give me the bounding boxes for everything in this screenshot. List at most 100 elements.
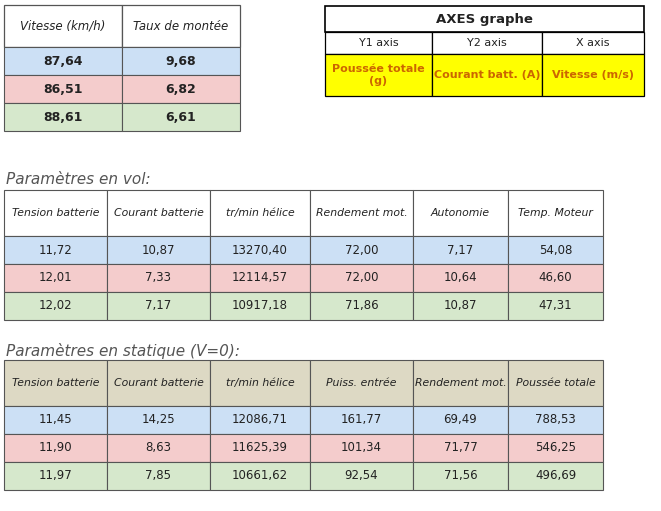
Bar bbox=[107, 434, 210, 462]
Bar bbox=[325, 54, 432, 96]
Bar bbox=[432, 32, 542, 54]
Bar bbox=[122, 47, 240, 75]
Text: Puiss. entrée: Puiss. entrée bbox=[327, 378, 397, 388]
Text: Courant batterie: Courant batterie bbox=[114, 378, 204, 388]
Text: 69,49: 69,49 bbox=[444, 413, 477, 427]
Text: 7,17: 7,17 bbox=[145, 299, 172, 313]
Text: 72,00: 72,00 bbox=[345, 244, 378, 257]
Text: 54,08: 54,08 bbox=[539, 244, 572, 257]
Bar bbox=[310, 292, 413, 320]
Bar bbox=[4, 190, 107, 236]
Text: Vitesse (km/h): Vitesse (km/h) bbox=[20, 19, 106, 33]
Text: 46,60: 46,60 bbox=[539, 271, 572, 285]
Bar bbox=[413, 292, 508, 320]
Text: 11,45: 11,45 bbox=[39, 413, 72, 427]
Bar bbox=[107, 406, 210, 434]
Text: 10661,62: 10661,62 bbox=[232, 470, 288, 482]
Text: 88,61: 88,61 bbox=[44, 110, 83, 124]
Bar bbox=[413, 406, 508, 434]
Text: Poussée totale
(g): Poussée totale (g) bbox=[332, 64, 425, 86]
Bar bbox=[413, 434, 508, 462]
Text: 6,61: 6,61 bbox=[166, 110, 196, 124]
Text: 9,68: 9,68 bbox=[166, 55, 196, 67]
Bar bbox=[210, 292, 310, 320]
Text: Rendement mot.: Rendement mot. bbox=[414, 378, 506, 388]
Bar bbox=[4, 264, 107, 292]
Text: 12086,71: 12086,71 bbox=[232, 413, 288, 427]
Bar bbox=[413, 236, 508, 264]
Text: tr/min hélice: tr/min hélice bbox=[225, 378, 294, 388]
Bar bbox=[4, 462, 107, 490]
Bar bbox=[4, 5, 122, 47]
Text: 101,34: 101,34 bbox=[341, 442, 382, 454]
Text: Rendement mot.: Rendement mot. bbox=[315, 208, 407, 218]
Text: X axis: X axis bbox=[576, 38, 609, 48]
Text: Vitesse (m/s): Vitesse (m/s) bbox=[552, 70, 634, 80]
Bar bbox=[413, 190, 508, 236]
Bar bbox=[310, 190, 413, 236]
Text: 6,82: 6,82 bbox=[166, 82, 196, 96]
Text: 11,97: 11,97 bbox=[38, 470, 72, 482]
Bar bbox=[4, 236, 107, 264]
Text: 788,53: 788,53 bbox=[535, 413, 576, 427]
Text: Temp. Moteur: Temp. Moteur bbox=[518, 208, 593, 218]
Bar bbox=[413, 360, 508, 406]
Text: Tension batterie: Tension batterie bbox=[12, 378, 99, 388]
Bar bbox=[508, 190, 603, 236]
Text: 12114,57: 12114,57 bbox=[232, 271, 288, 285]
Text: 86,51: 86,51 bbox=[43, 82, 83, 96]
Bar bbox=[542, 32, 644, 54]
Bar bbox=[107, 236, 210, 264]
Text: 10917,18: 10917,18 bbox=[232, 299, 288, 313]
Bar bbox=[4, 360, 107, 406]
Bar bbox=[4, 103, 122, 131]
Bar bbox=[432, 54, 542, 96]
Bar bbox=[210, 360, 310, 406]
Bar bbox=[508, 434, 603, 462]
Text: 11625,39: 11625,39 bbox=[232, 442, 288, 454]
Text: 12,01: 12,01 bbox=[39, 271, 72, 285]
Bar bbox=[122, 103, 240, 131]
Text: Y2 axis: Y2 axis bbox=[467, 38, 507, 48]
Bar bbox=[413, 264, 508, 292]
Text: 11,90: 11,90 bbox=[39, 442, 72, 454]
Text: Paramètres en vol:: Paramètres en vol: bbox=[6, 172, 151, 187]
Bar bbox=[4, 292, 107, 320]
Bar bbox=[210, 190, 310, 236]
Text: 11,72: 11,72 bbox=[38, 244, 72, 257]
Bar bbox=[508, 292, 603, 320]
Bar bbox=[210, 406, 310, 434]
Bar bbox=[210, 434, 310, 462]
Text: 14,25: 14,25 bbox=[141, 413, 175, 427]
Text: 8,63: 8,63 bbox=[145, 442, 171, 454]
Text: 47,31: 47,31 bbox=[539, 299, 572, 313]
Bar bbox=[122, 5, 240, 47]
Text: 546,25: 546,25 bbox=[535, 442, 576, 454]
Text: Courant batterie: Courant batterie bbox=[114, 208, 204, 218]
Text: Y1 axis: Y1 axis bbox=[359, 38, 399, 48]
Text: 10,87: 10,87 bbox=[444, 299, 477, 313]
Bar bbox=[310, 236, 413, 264]
Bar bbox=[4, 434, 107, 462]
Text: Poussée totale: Poussée totale bbox=[516, 378, 596, 388]
Text: 71,77: 71,77 bbox=[444, 442, 477, 454]
Text: 10,64: 10,64 bbox=[444, 271, 477, 285]
Text: Taux de montée: Taux de montée bbox=[134, 19, 229, 33]
Bar bbox=[508, 462, 603, 490]
Bar bbox=[107, 292, 210, 320]
Text: 71,56: 71,56 bbox=[444, 470, 477, 482]
Bar bbox=[508, 360, 603, 406]
Bar bbox=[107, 462, 210, 490]
Bar bbox=[413, 462, 508, 490]
Bar bbox=[310, 434, 413, 462]
Bar bbox=[310, 360, 413, 406]
Text: Tension batterie: Tension batterie bbox=[12, 208, 99, 218]
Bar bbox=[4, 406, 107, 434]
Text: 7,85: 7,85 bbox=[145, 470, 171, 482]
Bar bbox=[107, 360, 210, 406]
Text: 72,00: 72,00 bbox=[345, 271, 378, 285]
Text: Courant batt. (A): Courant batt. (A) bbox=[434, 70, 540, 80]
Bar bbox=[325, 32, 432, 54]
Bar bbox=[210, 462, 310, 490]
Bar bbox=[542, 54, 644, 96]
